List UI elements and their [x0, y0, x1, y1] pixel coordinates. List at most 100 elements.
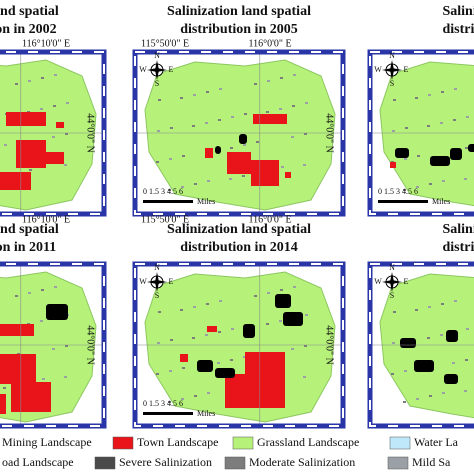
salinization	[181, 186, 184, 188]
town	[0, 324, 34, 336]
salinization	[242, 175, 245, 177]
salinization	[291, 348, 294, 350]
salinization	[156, 373, 159, 375]
legend-label: Severe Salinization	[119, 455, 212, 469]
lat-label: 44°0'0" N	[85, 325, 96, 365]
salinization	[219, 88, 222, 90]
town	[11, 382, 51, 412]
salinization	[266, 323, 269, 325]
legend-label: Mild Sa	[412, 455, 451, 469]
compass-letter: S	[390, 79, 394, 88]
panel-title: Salinization land spatial	[167, 4, 311, 19]
compass-letter: E	[169, 65, 174, 74]
mining	[243, 324, 255, 338]
salinization	[405, 127, 408, 129]
legend-swatch	[232, 436, 254, 450]
panel-title: Salinizatio	[442, 4, 474, 19]
map-frame	[367, 261, 474, 429]
mining	[414, 360, 434, 372]
salinization	[157, 130, 160, 132]
compass-letter: W	[139, 65, 147, 74]
legend-swatch	[387, 456, 409, 470]
panel-title: distributio	[442, 22, 474, 37]
salinization	[464, 178, 467, 180]
salinization	[40, 108, 43, 110]
salinization	[168, 401, 171, 403]
salinization	[229, 178, 232, 180]
salinization	[393, 99, 396, 101]
mining	[400, 338, 416, 348]
salinization	[293, 74, 296, 76]
town	[225, 374, 285, 408]
legend-label: Grassland Landscape	[257, 435, 359, 449]
compass-letter: N	[389, 51, 395, 60]
salinization	[441, 91, 444, 93]
salinization	[256, 141, 259, 143]
salinization	[466, 116, 469, 118]
compass-letter: N	[389, 263, 395, 272]
town	[251, 160, 279, 186]
town	[207, 326, 217, 332]
legend-swatch	[112, 436, 134, 450]
salinization	[169, 158, 172, 160]
map-frame	[367, 49, 474, 217]
salinization	[303, 164, 306, 166]
salinization	[193, 306, 196, 308]
salinization	[52, 136, 55, 138]
salinization	[66, 102, 69, 104]
salinization	[254, 295, 257, 297]
compass-letter: S	[155, 291, 159, 300]
mining	[215, 146, 221, 154]
panel-title: distribution in 2005	[180, 22, 297, 37]
salinization	[180, 309, 183, 311]
salinization	[267, 292, 270, 294]
town	[227, 152, 251, 174]
compass-letter: S	[390, 291, 394, 300]
town	[180, 354, 188, 362]
mining	[446, 330, 458, 342]
mining	[395, 148, 409, 158]
panel-title: Salinizatio	[442, 222, 474, 237]
salinization	[415, 97, 418, 99]
compass-letter: W	[139, 277, 147, 286]
salinization	[169, 370, 172, 372]
salinization	[280, 289, 283, 291]
salinization	[454, 88, 457, 90]
salinization	[65, 345, 68, 347]
town	[6, 112, 46, 126]
salinization	[392, 342, 395, 344]
salinization	[206, 303, 209, 305]
salinization	[429, 395, 432, 397]
salinization	[219, 300, 222, 302]
compass-letter: W	[374, 277, 382, 286]
town	[0, 172, 31, 190]
salinization	[416, 186, 419, 188]
salinization	[192, 125, 195, 127]
salinization	[279, 320, 282, 322]
coord-label: 116°10'0" E	[22, 214, 70, 225]
salinization	[157, 342, 160, 344]
town	[253, 114, 287, 124]
scale-label: 0 1.5 3 4.5 6	[143, 187, 183, 196]
salinization	[15, 83, 18, 85]
salinization	[40, 320, 43, 322]
legend-label: oad Landscape	[2, 455, 74, 469]
salinization	[42, 378, 45, 380]
compass-letter: N	[154, 263, 160, 272]
map-frame-ticks	[134, 51, 344, 215]
legend-swatch	[94, 456, 116, 470]
salinization	[293, 286, 296, 288]
mining	[444, 374, 458, 384]
salinization	[243, 144, 246, 146]
compass-letter: S	[155, 79, 159, 88]
salinization	[304, 133, 307, 135]
salinization	[158, 311, 161, 313]
salinization	[218, 331, 221, 333]
lat-label: 44°0'0" N	[324, 113, 335, 153]
salinization	[158, 99, 161, 101]
panel-title: distributio	[442, 240, 474, 255]
town	[205, 148, 213, 158]
panel-title: land spatial	[0, 4, 59, 19]
scale-bar	[143, 200, 193, 203]
panel-title: Salinization land spatial	[167, 222, 311, 237]
